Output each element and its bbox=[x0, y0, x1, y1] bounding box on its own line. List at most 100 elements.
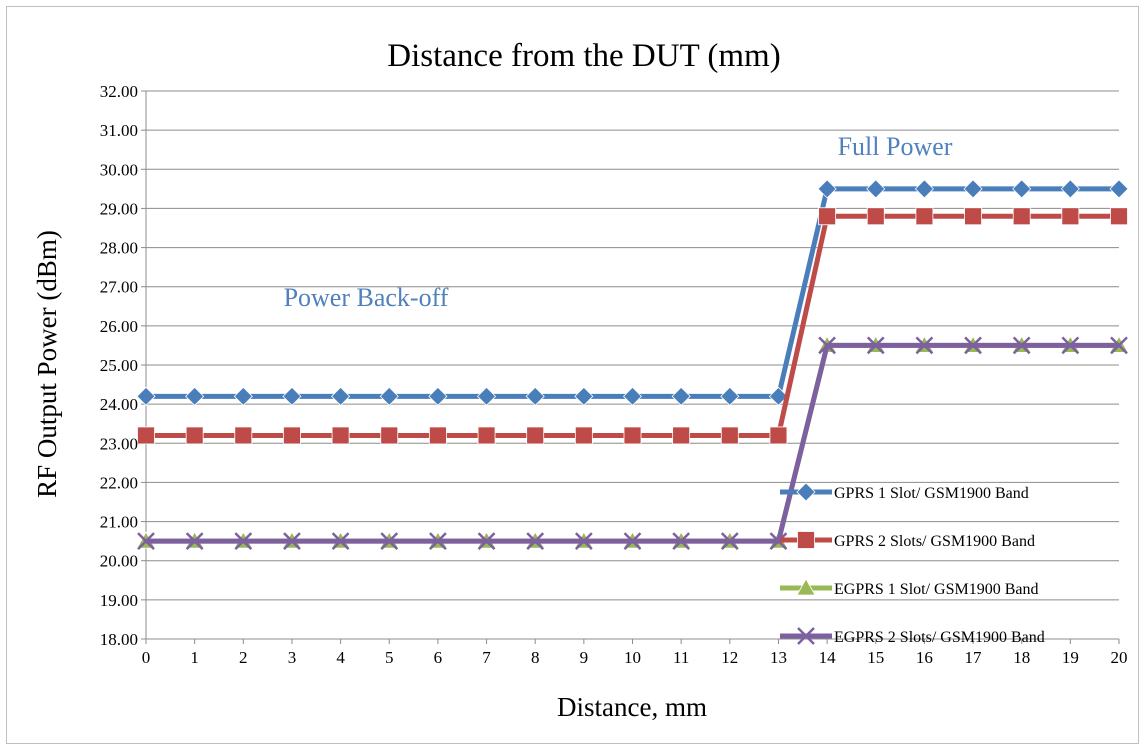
x-tick-label: 8 bbox=[531, 648, 540, 667]
grid-lines bbox=[146, 90, 1119, 640]
series-0 bbox=[136, 179, 1129, 406]
legend: GPRS 1 Slot/ GSM1900 Band GPRS 2 Slots/ G… bbox=[780, 482, 1045, 646]
data-point bbox=[720, 386, 740, 406]
data-point bbox=[283, 532, 301, 551]
x-tick-label: 19 bbox=[1062, 648, 1079, 667]
x-axis-label: Distance, mm bbox=[557, 692, 707, 722]
x-tick-label: 7 bbox=[482, 648, 491, 667]
data-point bbox=[818, 207, 836, 226]
data-point bbox=[429, 532, 447, 551]
y-axis-label: RF Output Power (dBm) bbox=[32, 230, 62, 498]
data-point bbox=[428, 386, 448, 406]
legend-marker bbox=[797, 531, 815, 549]
series-1 bbox=[137, 207, 1128, 445]
data-point bbox=[622, 386, 643, 406]
data-point bbox=[233, 386, 253, 406]
legend-label: GPRS 1 Slot/ GSM1900 Band bbox=[834, 485, 1029, 502]
x-tick-label: 20 bbox=[1111, 648, 1128, 667]
x-tick-label: 13 bbox=[770, 648, 787, 667]
data-point bbox=[234, 532, 253, 551]
y-tick-label: 22.00 bbox=[100, 473, 138, 492]
data-point bbox=[331, 426, 350, 445]
data-point bbox=[185, 386, 205, 406]
data-point bbox=[866, 207, 885, 226]
data-point bbox=[1061, 336, 1080, 355]
data-point bbox=[185, 532, 204, 551]
legend-label: GPRS 2 Slots/ GSM1900 Band bbox=[834, 533, 1035, 550]
y-tick-label: 24.00 bbox=[100, 395, 138, 414]
x-tick-label: 5 bbox=[385, 648, 394, 667]
y-tick-label: 29.00 bbox=[100, 199, 138, 218]
data-point bbox=[477, 532, 496, 551]
tick-labels: 18.00 19.00 20.00 21.00 22.00 23.00 24.00 25.00… bbox=[100, 82, 1128, 667]
x-tick-label: 6 bbox=[434, 648, 443, 667]
data-point bbox=[331, 386, 351, 406]
annotation-power-back-off: Power Back-off bbox=[284, 283, 449, 312]
x-tick-label: 16 bbox=[916, 648, 933, 667]
data-point bbox=[720, 532, 739, 551]
legend-label: EGPRS 1 Slot/ GSM1900 Band bbox=[834, 581, 1038, 598]
chart-title: Distance from the DUT (mm) bbox=[387, 38, 780, 74]
annotation-full-power: Full Power bbox=[838, 132, 953, 161]
data-point bbox=[964, 336, 982, 355]
data-point bbox=[525, 386, 545, 406]
legend-marker bbox=[796, 578, 816, 596]
data-point bbox=[1110, 207, 1128, 226]
data-point bbox=[380, 532, 399, 551]
data-point bbox=[817, 179, 837, 199]
legend-item: EGPRS 2 Slots/ GSM1900 Band bbox=[780, 627, 1045, 646]
y-tick-label: 21.00 bbox=[100, 513, 138, 532]
y-tick-label: 18.00 bbox=[100, 630, 138, 649]
data-point bbox=[477, 426, 496, 445]
data-point bbox=[137, 532, 155, 551]
y-tick-label: 31.00 bbox=[100, 121, 138, 140]
y-tick-label: 30.00 bbox=[100, 160, 138, 179]
data-point bbox=[818, 336, 836, 355]
x-tick-label: 9 bbox=[580, 648, 589, 667]
legend-item: EGPRS 1 Slot/ GSM1900 Band bbox=[780, 578, 1038, 598]
data-point bbox=[476, 386, 497, 406]
data-point bbox=[769, 426, 788, 445]
data-point bbox=[526, 532, 545, 551]
data-point bbox=[1109, 179, 1129, 199]
data-point bbox=[963, 179, 983, 199]
y-tick-label: 32.00 bbox=[100, 82, 138, 101]
data-point bbox=[672, 532, 691, 551]
data-point bbox=[283, 426, 301, 445]
data-point bbox=[866, 336, 885, 355]
series-3 bbox=[137, 336, 1128, 551]
x-tick-label: 2 bbox=[239, 648, 248, 667]
data-point bbox=[526, 426, 545, 445]
legend-marker bbox=[797, 627, 815, 645]
data-point bbox=[137, 426, 155, 445]
data-point bbox=[623, 532, 642, 551]
data-point bbox=[915, 336, 934, 355]
data-point bbox=[1060, 179, 1080, 199]
data-point bbox=[282, 386, 302, 406]
x-tick-label: 14 bbox=[819, 648, 837, 667]
data-point bbox=[379, 386, 399, 406]
data-point bbox=[1012, 207, 1031, 226]
y-tick-label: 27.00 bbox=[100, 278, 138, 297]
data-point bbox=[964, 207, 982, 226]
data-point bbox=[1061, 207, 1080, 226]
data-point bbox=[915, 207, 934, 226]
data-point bbox=[672, 426, 691, 445]
data-point bbox=[914, 179, 934, 199]
x-tick-label: 10 bbox=[624, 648, 641, 667]
x-tick-label: 17 bbox=[965, 648, 983, 667]
data-point bbox=[1110, 336, 1128, 355]
data-point bbox=[866, 179, 886, 199]
x-tick-label: 1 bbox=[190, 648, 199, 667]
data-point bbox=[1012, 179, 1032, 199]
data-point bbox=[331, 532, 350, 551]
data-point bbox=[574, 426, 593, 445]
data-point bbox=[623, 426, 642, 445]
data-point bbox=[671, 386, 691, 406]
x-tick-label: 18 bbox=[1013, 648, 1030, 667]
data-point bbox=[574, 532, 593, 551]
data-point bbox=[185, 426, 204, 445]
legend-marker bbox=[796, 482, 816, 502]
data-point bbox=[720, 426, 739, 445]
